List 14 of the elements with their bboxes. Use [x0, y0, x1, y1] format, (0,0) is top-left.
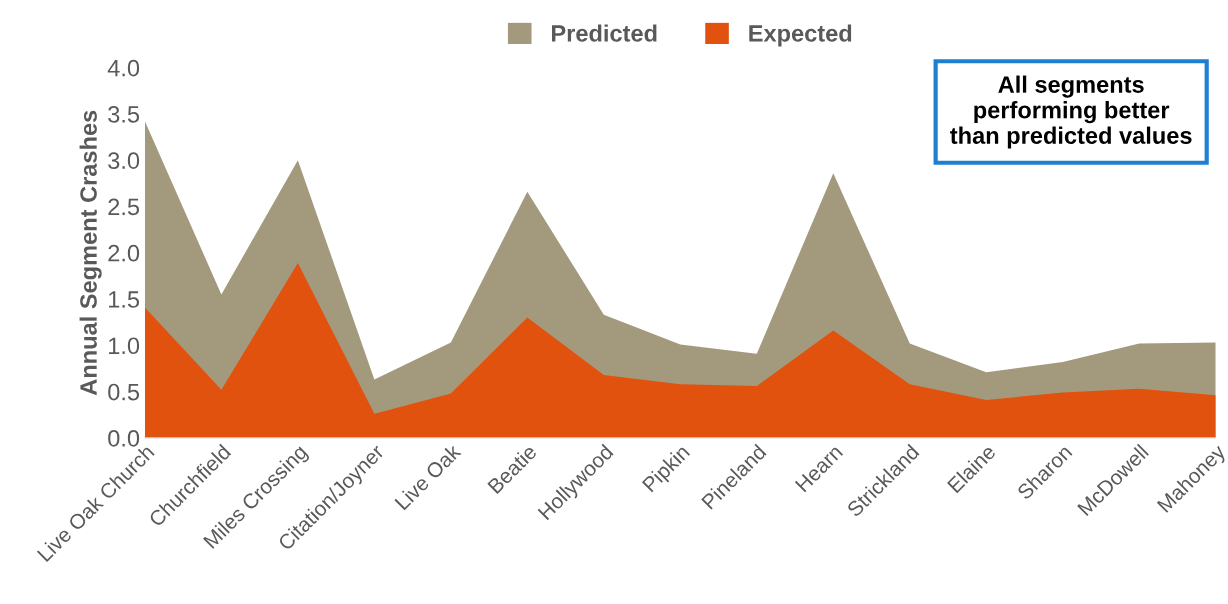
annotation: All segments performing better than predicted values — [950, 75, 1192, 149]
y-tick-label: 3.5 — [108, 106, 140, 123]
y-tick-label: 3.0 — [108, 152, 140, 169]
y-tick-label: 2.0 — [108, 244, 140, 262]
y-tick-label: 1.0 — [109, 337, 140, 355]
x-tick-label: Live Oak — [393, 442, 462, 511]
y-tick-label: 1.5 — [109, 291, 140, 308]
legend-label: Predicted — [552, 24, 657, 42]
y-tick-label: 0.0 — [108, 429, 140, 447]
y-tick-label: 4.0 — [107, 59, 140, 77]
y-tick-label: 2.5 — [108, 198, 140, 216]
legend-label: Expected — [749, 24, 852, 47]
y-axis-title: Annual Segment Crashes — [79, 110, 102, 396]
y-tick-label: 0.5 — [108, 383, 140, 401]
